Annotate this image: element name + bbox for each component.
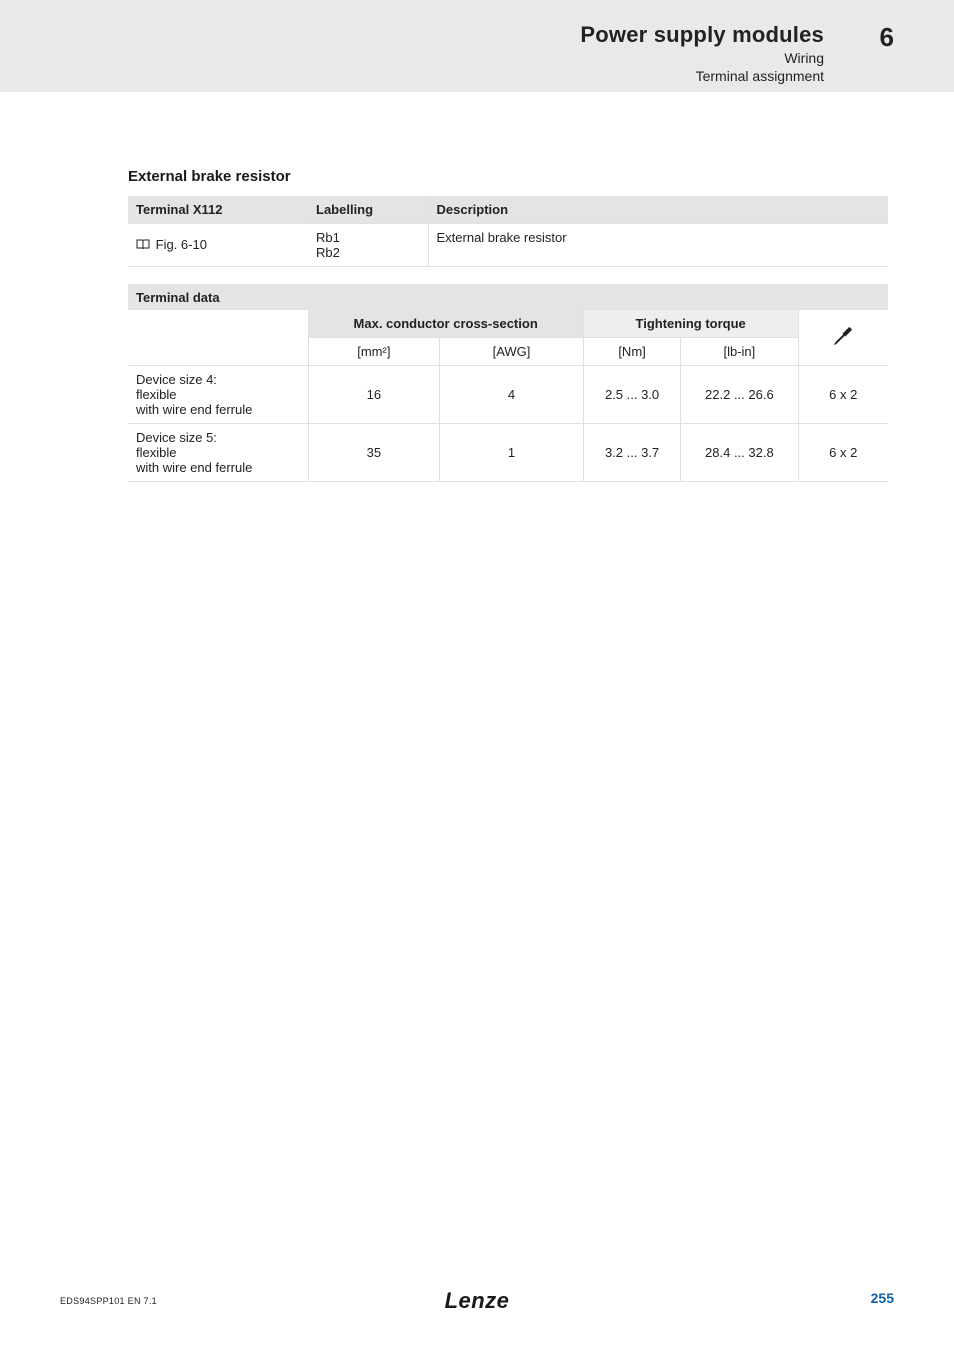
val-mm2: 35: [308, 424, 440, 482]
tool-icon-cell: [798, 310, 888, 366]
group-header-row: Max. conductor cross-section Tightening …: [128, 310, 888, 338]
val-awg: 4: [440, 366, 584, 424]
figref-text: Fig. 6-10: [156, 237, 207, 252]
td-description: External brake resistor: [428, 224, 888, 267]
doc-subtitle-2: Terminal assignment: [580, 68, 824, 84]
val-awg: 1: [440, 424, 584, 482]
terminal-table: Terminal X112 Labelling Description Fig.…: [128, 196, 888, 267]
row-label-l1: Device size 5:: [136, 430, 300, 445]
screwdriver-icon: [830, 323, 856, 352]
label-rb1: Rb1: [316, 230, 420, 245]
footer-page-number: 255: [871, 1290, 894, 1306]
val-nm: 2.5 ... 3.0: [583, 366, 680, 424]
doc-title: Power supply modules: [580, 22, 824, 48]
grp-torque: Tightening torque: [583, 310, 798, 338]
th-terminal: Terminal X112: [128, 196, 308, 224]
row-label-l3: with wire end ferrule: [136, 460, 300, 475]
page: Power supply modules Wiring Terminal ass…: [0, 0, 954, 1350]
terminal-data-table: Max. conductor cross-section Tightening …: [128, 310, 888, 482]
header-block: Power supply modules Wiring Terminal ass…: [580, 22, 824, 84]
val-mm2: 16: [308, 366, 440, 424]
unit-nm: [Nm]: [583, 338, 680, 366]
table-header-row: Terminal X112 Labelling Description: [128, 196, 888, 224]
book-icon: [136, 238, 150, 253]
doc-subtitle-1: Wiring: [580, 50, 824, 66]
blank-cell: [128, 310, 308, 366]
val-tool: 6 x 2: [798, 424, 888, 482]
val-nm: 3.2 ... 3.7: [583, 424, 680, 482]
td-figref: Fig. 6-10: [128, 224, 308, 267]
row-label: Device size 4: flexible with wire end fe…: [128, 366, 308, 424]
terminal-data-head: Terminal data: [128, 284, 888, 311]
table-row: Device size 4: flexible with wire end fe…: [128, 366, 888, 424]
row-label-l2: flexible: [136, 387, 300, 402]
label-rb2: Rb2: [316, 245, 420, 260]
th-labelling: Labelling: [308, 196, 428, 224]
row-label-l3: with wire end ferrule: [136, 402, 300, 417]
table-row: Device size 5: flexible with wire end fe…: [128, 424, 888, 482]
footer-logo: Lenze: [445, 1288, 510, 1314]
unit-mm2: [mm²]: [308, 338, 440, 366]
val-lbin: 22.2 ... 26.6: [681, 366, 798, 424]
footer-doc-id: EDS94SPP101 EN 7.1: [60, 1296, 157, 1306]
row-label-l2: flexible: [136, 445, 300, 460]
td-labelling: Rb1 Rb2: [308, 224, 428, 267]
th-description: Description: [428, 196, 888, 224]
row-label: Device size 5: flexible with wire end fe…: [128, 424, 308, 482]
val-lbin: 28.4 ... 32.8: [681, 424, 798, 482]
grp-cross-section: Max. conductor cross-section: [308, 310, 583, 338]
table-row: Fig. 6-10 Rb1 Rb2 External brake resisto…: [128, 224, 888, 267]
row-label-l1: Device size 4:: [136, 372, 300, 387]
val-tool: 6 x 2: [798, 366, 888, 424]
section-title: External brake resistor: [128, 168, 291, 185]
unit-lbin: [lb-in]: [681, 338, 798, 366]
unit-awg: [AWG]: [440, 338, 584, 366]
chapter-number: 6: [880, 22, 894, 53]
